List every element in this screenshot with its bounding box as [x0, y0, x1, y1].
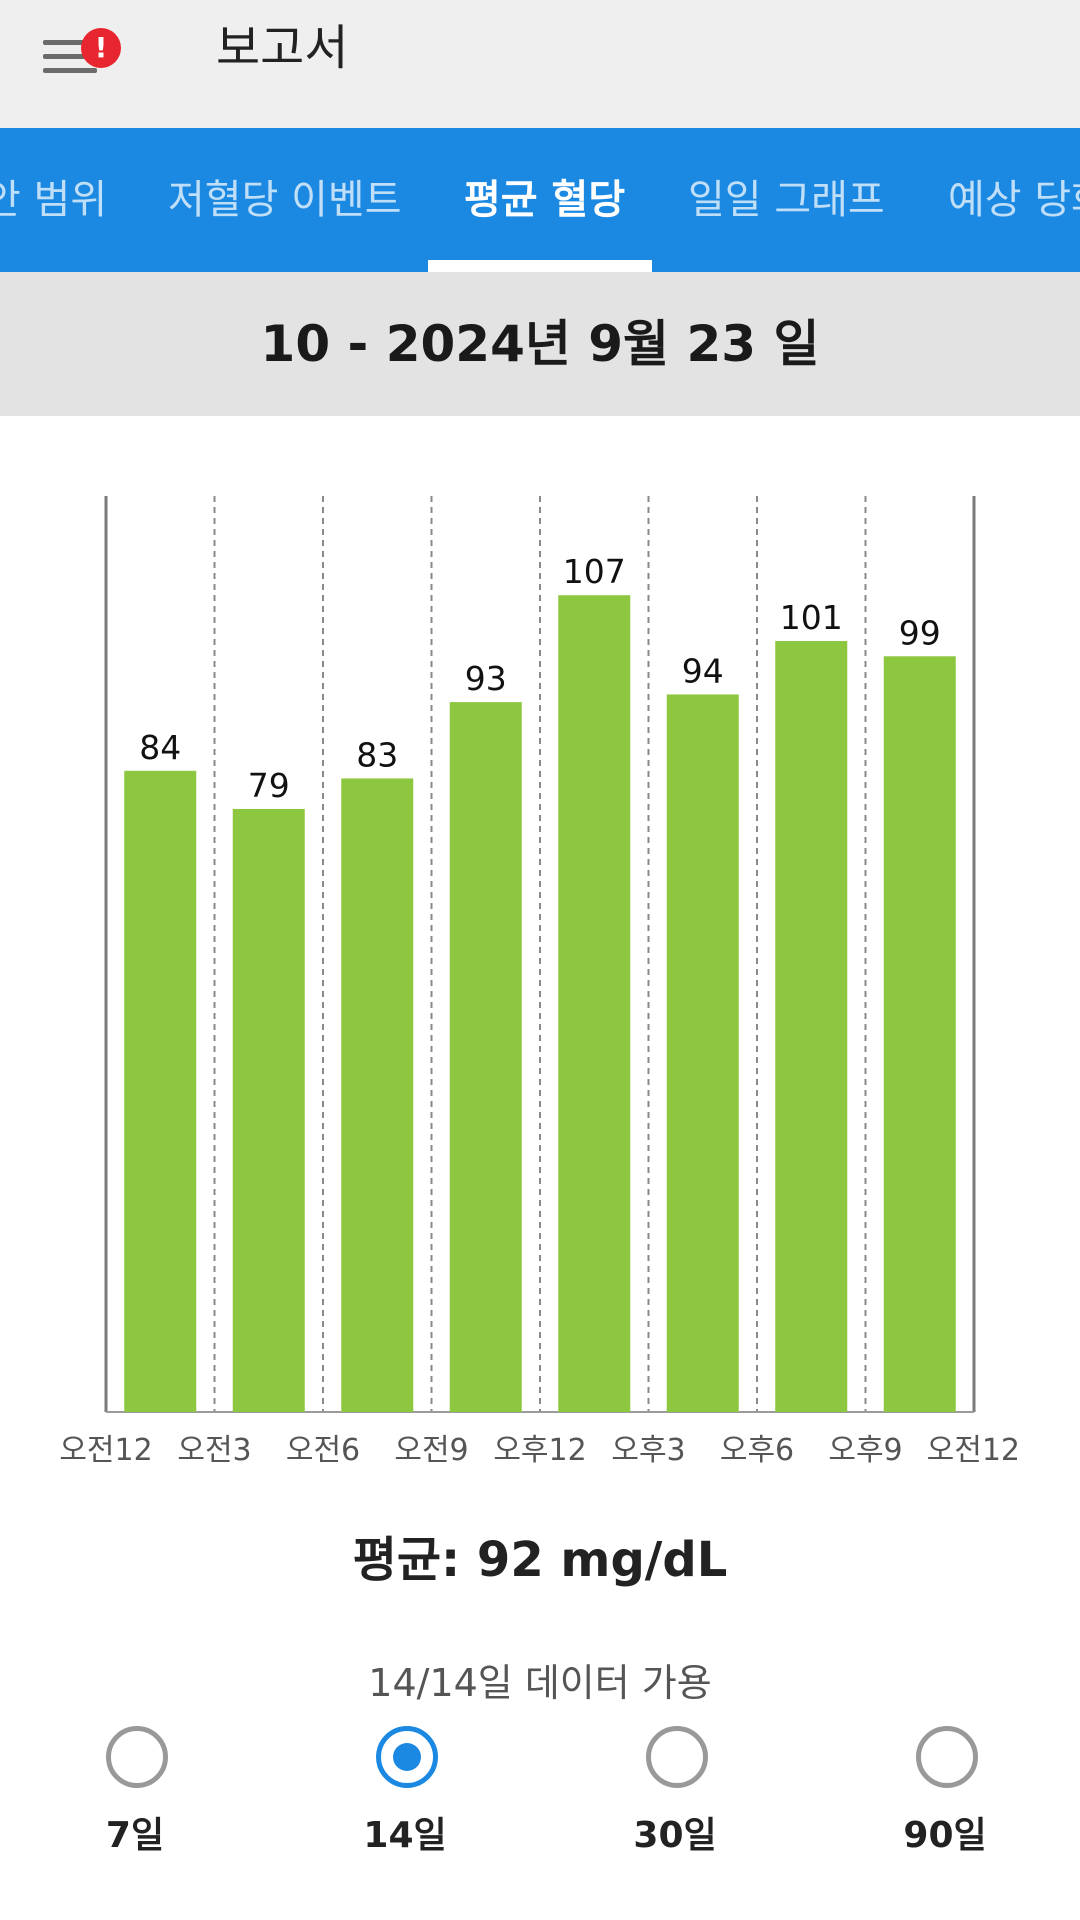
period-label: 30일 [633, 1815, 717, 1856]
radio-selected-dot [393, 1743, 421, 1771]
tab-daily-graph[interactable]: 일일 그래프 [688, 177, 885, 223]
bar-value-label: 101 [780, 598, 843, 637]
period-option-30d[interactable]: 30일 [575, 1722, 775, 1862]
chart-bar [558, 595, 631, 1412]
page-title: 보고서 [216, 20, 349, 76]
tab-average-glucose[interactable]: 평균 혈당 [464, 177, 626, 223]
bar-value-label: 94 [682, 651, 724, 690]
period-option-14d[interactable]: 14일 [305, 1722, 505, 1862]
bar-value-label: 93 [465, 659, 507, 698]
period-label: 14일 [363, 1815, 447, 1856]
bar-value-label: 99 [899, 613, 941, 652]
period-label: 90일 [903, 1815, 987, 1856]
period-option-90d[interactable]: 90일 [845, 1722, 1045, 1862]
x-tick-label: 오전12 [927, 1433, 1020, 1468]
x-tick-label: 오후12 [493, 1433, 586, 1468]
x-tick-label: 오전6 [286, 1433, 360, 1468]
tab-bar: 안 범위 저혈당 이벤트 평균 혈당 일일 그래프 예상 당화 [0, 128, 1080, 272]
average-value: 평균: 92 mg/dL [352, 1532, 728, 1588]
bar-value-label: 84 [139, 728, 181, 767]
tab-hypo-events[interactable]: 저혈당 이벤트 [168, 177, 402, 223]
chart-bar [232, 808, 305, 1412]
x-tick-label: 오후3 [611, 1433, 685, 1468]
data-availability: 14/14일 데이터 가용 [368, 1661, 712, 1705]
x-tick-label: 오후9 [828, 1433, 902, 1468]
app-bar: ! 보고서 [0, 0, 1080, 128]
chart-bar [775, 641, 848, 1412]
x-tick-label: 오후6 [720, 1433, 794, 1468]
chart-bar [341, 778, 414, 1412]
bar-value-label: 79 [248, 766, 290, 805]
period-option-7d[interactable]: 7일 [35, 1722, 235, 1862]
period-label: 7일 [105, 1815, 165, 1856]
chart-bar [666, 694, 739, 1412]
x-tick-label: 오전3 [177, 1433, 251, 1468]
alert-badge-icon: ! [81, 28, 121, 68]
active-tab-indicator [428, 260, 652, 272]
date-range: 10 - 2024년 9월 23 일 [0, 272, 1080, 416]
x-tick-label: 오전9 [394, 1433, 468, 1468]
radio-button-icon [106, 1726, 168, 1788]
bar-value-label: 107 [563, 552, 626, 591]
menu-button[interactable]: ! [40, 28, 130, 98]
average-glucose-chart: 84 79 83 93 107 94 101 99 오전12 오전3 오전6 오전9 오후12 오후3 오후… [59, 496, 1020, 1468]
chart-bar [883, 656, 956, 1412]
bar-value-label: 83 [356, 735, 398, 774]
radio-button-icon [376, 1726, 438, 1788]
radio-button-icon [646, 1726, 708, 1788]
chart-bar [449, 702, 522, 1412]
x-tick-label: 오전12 [59, 1433, 152, 1468]
tab-estimated-a1c[interactable]: 예상 당화 [948, 177, 1080, 223]
tab-target-range[interactable]: 안 범위 [0, 177, 108, 223]
chart-bar [124, 770, 197, 1412]
radio-button-icon [916, 1726, 978, 1788]
